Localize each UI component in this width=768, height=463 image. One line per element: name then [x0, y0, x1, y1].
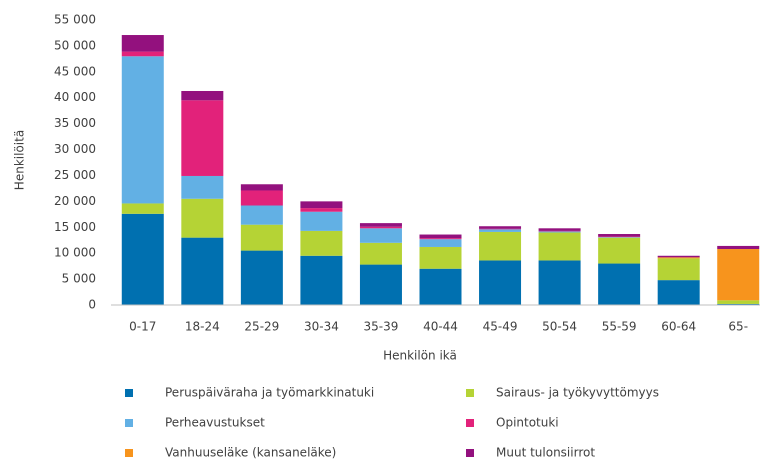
y-tick-label: 0 [88, 298, 96, 312]
bar-segment [240, 224, 283, 251]
legend-swatch [466, 449, 474, 457]
y-tick-label: 55 000 [54, 13, 96, 27]
bar-segment [717, 300, 760, 304]
y-tick-label: 25 000 [54, 168, 96, 182]
bar-segment [300, 208, 343, 212]
bar-segment [419, 268, 462, 305]
legend-label: Peruspäiväraha ja työmarkkinatuki [165, 386, 374, 400]
bar-segment [300, 201, 343, 209]
bar-segment [121, 35, 164, 52]
bar-segment [121, 51, 164, 57]
bar-segment [121, 213, 164, 305]
bar-segment [598, 234, 641, 237]
bar-segment [240, 205, 283, 225]
y-tick-label: 5 000 [62, 272, 96, 286]
bar-segment [538, 228, 581, 231]
x-axis-label: Henkilön ikä [383, 349, 457, 363]
bar-segment [300, 255, 343, 305]
bar-segment [181, 237, 224, 305]
bar-segment [300, 230, 343, 256]
bar-segment [657, 280, 700, 305]
y-tick-label: 10 000 [54, 246, 96, 260]
bar-segment [359, 242, 402, 265]
x-tick-label: 65- [728, 320, 748, 334]
y-tick-label: 35 000 [54, 116, 96, 130]
bar-segment [657, 255, 700, 258]
y-tick-label: 50 000 [54, 38, 96, 52]
legend-label: Sairaus- ja työkyvyttömyys [496, 386, 659, 400]
bar-segment [181, 90, 224, 101]
bar-segment [479, 226, 522, 229]
x-tick-label: 60-64 [661, 320, 696, 334]
bar-segment [479, 228, 522, 230]
bar-segment [538, 232, 581, 261]
bar-segment [240, 250, 283, 305]
bar-segment [598, 237, 641, 238]
bar-segment [598, 236, 641, 238]
bar-segment [657, 258, 700, 281]
bar-segment [717, 245, 760, 250]
bar-segment [359, 228, 402, 243]
y-tick-label: 40 000 [54, 90, 96, 104]
y-tick-label: 45 000 [54, 64, 96, 78]
legend-swatch [125, 389, 133, 397]
x-tick-label: 30-34 [304, 320, 339, 334]
bar-segment [181, 198, 224, 238]
bar-segment [657, 257, 700, 259]
x-tick-label: 55-59 [602, 320, 637, 334]
y-tick-label: 20 000 [54, 194, 96, 208]
y-axis-label: Henkilöitä [13, 130, 27, 190]
x-tick-label: 40-44 [423, 320, 458, 334]
bar-segment [598, 263, 641, 305]
x-tick-label: 18-24 [185, 320, 220, 334]
bar-segment [717, 303, 760, 305]
bar-segment [538, 260, 581, 305]
legend-label: Perheavustukset [165, 416, 265, 430]
bar-segment [479, 229, 522, 232]
bar-segment [121, 203, 164, 214]
bar-segment [538, 231, 581, 233]
legend-label: Opintotuki [496, 416, 559, 430]
y-tick-label: 30 000 [54, 142, 96, 156]
bar-segment [479, 260, 522, 305]
legend-swatch [466, 389, 474, 397]
legend-swatch [466, 419, 474, 427]
legend-label: Muut tulonsiirrot [496, 446, 595, 460]
bar-segment [181, 175, 224, 199]
x-tick-label: 25-29 [244, 320, 279, 334]
bar-segment [359, 264, 402, 305]
bar-segment [598, 237, 641, 264]
bar-segment [121, 56, 164, 204]
bar-segment [717, 249, 760, 301]
bar-segment [419, 234, 462, 239]
x-tick-label: 0-17 [129, 320, 156, 334]
legend-label: Vanhuuseläke (kansaneläke) [165, 446, 336, 460]
bar-segment [419, 239, 462, 247]
bar-segment [240, 184, 283, 191]
x-tick-label: 50-54 [542, 320, 577, 334]
bar-segment [419, 246, 462, 269]
bar-segment [538, 230, 581, 232]
x-tick-label: 45-49 [483, 320, 518, 334]
legend-swatch [125, 419, 133, 427]
legend-swatch [125, 449, 133, 457]
bar-segment [359, 223, 402, 227]
bar-segment [419, 238, 462, 240]
bar-segment [300, 211, 343, 231]
bar-segment [181, 100, 224, 176]
bar-segment [240, 190, 283, 206]
x-tick-label: 35-39 [364, 320, 399, 334]
bar-segment [479, 231, 522, 261]
y-tick-label: 15 000 [54, 220, 96, 234]
bar-segment [359, 226, 402, 229]
